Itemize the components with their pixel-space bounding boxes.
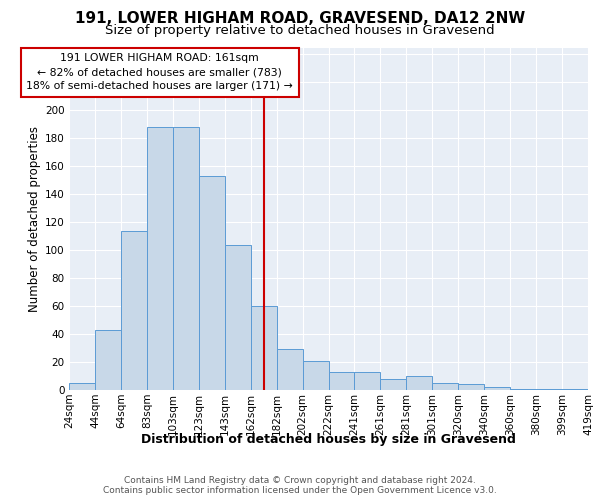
Bar — [380, 379, 406, 390]
Bar — [225, 244, 251, 390]
Bar — [355, 372, 380, 390]
Bar — [458, 384, 484, 390]
Bar — [199, 176, 224, 390]
Text: 191, LOWER HIGHAM ROAD, GRAVESEND, DA12 2NW: 191, LOWER HIGHAM ROAD, GRAVESEND, DA12 … — [75, 11, 525, 26]
Bar — [329, 372, 355, 390]
Text: Contains HM Land Registry data © Crown copyright and database right 2024.
Contai: Contains HM Land Registry data © Crown c… — [103, 476, 497, 496]
Bar — [251, 306, 277, 390]
Bar — [147, 127, 173, 390]
Bar — [121, 230, 147, 390]
Y-axis label: Number of detached properties: Number of detached properties — [28, 126, 41, 312]
Bar — [406, 376, 432, 390]
Bar — [536, 388, 562, 390]
Bar — [510, 388, 536, 390]
Text: 191 LOWER HIGHAM ROAD: 161sqm
← 82% of detached houses are smaller (783)
18% of : 191 LOWER HIGHAM ROAD: 161sqm ← 82% of d… — [26, 53, 293, 91]
Bar — [562, 388, 588, 390]
Bar — [69, 383, 95, 390]
Bar — [173, 127, 199, 390]
Bar — [484, 387, 510, 390]
Bar — [302, 360, 329, 390]
Bar — [277, 350, 302, 390]
Text: Distribution of detached houses by size in Gravesend: Distribution of detached houses by size … — [142, 432, 516, 446]
Text: Size of property relative to detached houses in Gravesend: Size of property relative to detached ho… — [105, 24, 495, 37]
Bar — [95, 330, 121, 390]
Bar — [433, 383, 458, 390]
